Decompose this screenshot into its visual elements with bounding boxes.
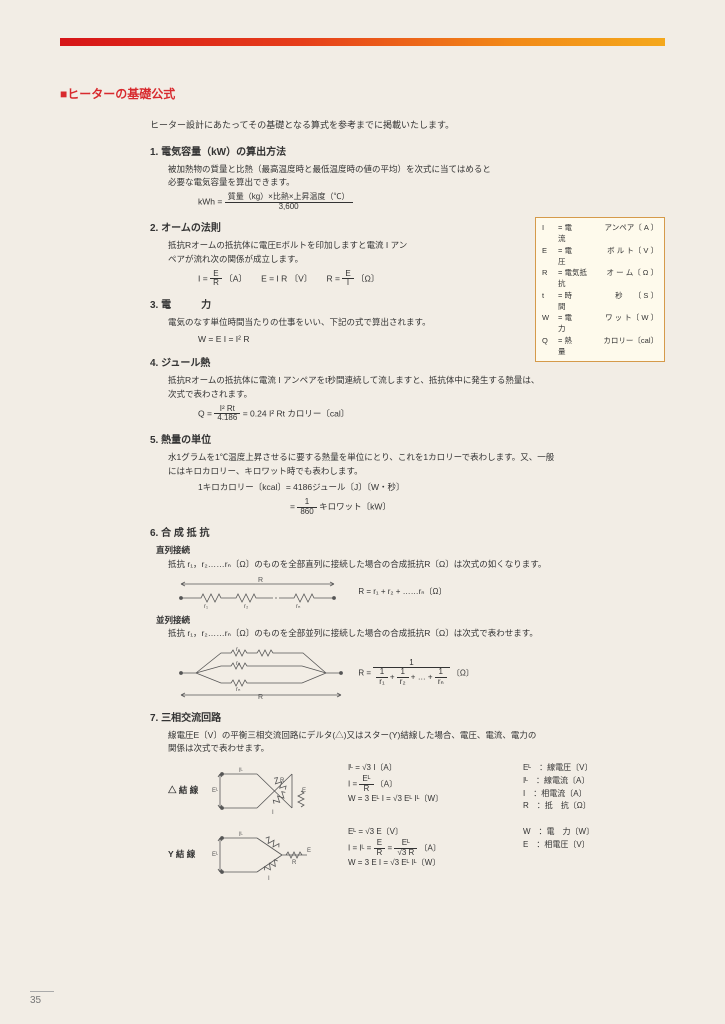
s5-body2: にはキロカロリー、キロワット時でも表わします。 bbox=[168, 465, 665, 479]
legend-row: t= 時 間秒 〔 S 〕 bbox=[542, 290, 658, 313]
yf2a: I = Iᴸ = bbox=[348, 843, 371, 852]
legend-row: R= 電気抵抗オ ー ム〔 Ω 〕 bbox=[542, 267, 658, 290]
s5-body1: 水1グラムを1℃温度上昇させるに要する熱量を単位にとり、これを1カロリーで表わし… bbox=[168, 451, 665, 465]
leg-E: E ：相電圧〔V〕 bbox=[523, 839, 665, 852]
s6-sub2: 並列接続 bbox=[156, 614, 665, 628]
svg-text:Iᴸ: Iᴸ bbox=[239, 767, 243, 774]
section-5-head: 5. 熱量の単位 bbox=[150, 433, 665, 449]
s2-f2: E = I R 〔V〕 bbox=[261, 273, 312, 283]
s7-body1: 線電圧E〔V〕の平衡三相交流回路にデルタ(△)又はスター(Y)結線した場合、電圧… bbox=[168, 729, 665, 743]
parallel-circuit-diagram: R r₁ r₂ rₙ bbox=[176, 645, 346, 701]
svg-text:r₁: r₁ bbox=[204, 604, 208, 610]
s4-fb: = 0.24 I² Rt カロリー〔cal〕 bbox=[243, 408, 350, 418]
s2-f3a: R = bbox=[326, 273, 339, 283]
s2-f1a: I = bbox=[198, 273, 208, 283]
section-6-head: 6. 合 成 抵 抗 bbox=[150, 526, 665, 542]
section-4: 4. ジュール熱 抵抗Rオームの抵抗体に電流 I アンペアをt秒間連続して流しま… bbox=[150, 356, 665, 423]
s5-f2b: キロワット〔kW〕 bbox=[319, 501, 391, 511]
s6d1d: r₁ bbox=[376, 678, 387, 687]
svg-text:Eᴸ: Eᴸ bbox=[212, 851, 218, 858]
legend-row: Q= 熱 量カロリー〔cal〕 bbox=[542, 335, 658, 358]
s5-f2a: = bbox=[290, 501, 295, 511]
delta-f3: W = 3 Eᴸ I = √3 Eᴸ Iᴸ〔W〕 bbox=[348, 793, 523, 806]
svg-text:rₙ: rₙ bbox=[296, 604, 301, 610]
symbol-legend-box: I= 電 流アンペア〔 A 〕E= 電 圧ボ ル ト〔 V 〕R= 電気抵抗オ … bbox=[535, 217, 665, 362]
legend-row: E= 電 圧ボ ル ト〔 V 〕 bbox=[542, 245, 658, 268]
delta-circuit-diagram: Iᴸ Eᴸ E R I bbox=[212, 762, 337, 820]
df2a: I = bbox=[348, 779, 357, 788]
intro-text: ヒーター設計にあたってその基礎となる算式を参考までに掲載いたします。 bbox=[150, 118, 665, 132]
page-content: ■ヒーターの基礎公式 ヒーター設計にあたってその基礎となる算式を参考までに掲載い… bbox=[60, 85, 665, 984]
s1-body2: 必要な電気容量を算出できます。 bbox=[168, 176, 665, 190]
section-1: 1. 電気容量（kW）の算出方法 被加熱物の質量と比熱（最高温度時と最低温度時の… bbox=[150, 145, 665, 212]
page-number: 35 bbox=[30, 991, 54, 1006]
leg-IL: Iᴸ ：線電流〔A〕 bbox=[523, 775, 665, 788]
s4-fd: 4.186 bbox=[214, 414, 240, 423]
yf2d2: √3 R bbox=[394, 849, 417, 858]
leg-R: R ：抵 抗〔Ω〕 bbox=[523, 800, 665, 813]
page-title: ■ヒーターの基礎公式 bbox=[60, 85, 665, 104]
svg-text:r₂: r₂ bbox=[236, 661, 241, 667]
yf2b: 〔A〕 bbox=[420, 843, 441, 852]
series-circuit-diagram: R r₁ r₂ rₙ bbox=[176, 576, 346, 610]
s1-body1: 被加熱物の質量と比熱（最高温度時と最低温度時の値の平均）を次式に当てはめると bbox=[168, 163, 665, 177]
s5-f2d: 860 bbox=[297, 508, 316, 517]
svg-text:r₁: r₁ bbox=[236, 647, 240, 653]
df2d: R bbox=[359, 785, 373, 794]
s6-sub1-body: 抵抗 r₁，r₂……rₙ〔Ω〕のものを全部直列に接続した場合の合成抵抗R〔Ω〕は… bbox=[168, 558, 665, 572]
s6-sub2-body: 抵抗 r₁，r₂……rₙ〔Ω〕のものを全部並列に接続した場合の合成抵抗R〔Ω〕は… bbox=[168, 627, 665, 641]
svg-text:R: R bbox=[258, 694, 263, 701]
section-7-head: 7. 三相交流回路 bbox=[150, 711, 665, 727]
s2-f1b: 〔A〕 bbox=[224, 273, 247, 283]
s6d2d: r₂ bbox=[397, 678, 409, 687]
svg-text:R: R bbox=[258, 577, 263, 584]
legend-row: W= 電 力ワ ッ ト〔 W 〕 bbox=[542, 312, 658, 335]
section-6: 6. 合 成 抵 抗 直列接続 抵抗 r₁，r₂……rₙ〔Ω〕のものを全部直列に… bbox=[150, 526, 665, 700]
legend-row: I= 電 流アンペア〔 A 〕 bbox=[542, 222, 658, 245]
delta-f1: Iᴸ = √3 I〔A〕 bbox=[348, 762, 523, 775]
svg-text:I: I bbox=[268, 876, 270, 882]
svg-text:r₂: r₂ bbox=[244, 604, 249, 610]
leg-W: W ：電 力〔W〕 bbox=[523, 826, 665, 839]
y-f1: Eᴸ = √3 E〔V〕 bbox=[348, 826, 523, 839]
s1-den: 3,600 bbox=[225, 203, 353, 212]
delta-label: △ 結 線 bbox=[168, 784, 212, 798]
section-5: 5. 熱量の単位 水1グラムを1℃温度上昇させるに要する熱量を単位にとり、これを… bbox=[150, 433, 665, 516]
s4-body1: 抵抗Rオームの抵抗体に電流 I アンペアをt秒間連続して流しますと、抵抗体中に発… bbox=[168, 374, 665, 388]
svg-text:Iᴸ: Iᴸ bbox=[239, 831, 243, 838]
leg-I: I ：相電流〔A〕 bbox=[523, 788, 665, 801]
s2-f3d: I bbox=[342, 279, 353, 288]
svg-text:I: I bbox=[272, 810, 274, 816]
s4-body2: 次式で表わされます。 bbox=[168, 388, 665, 402]
section-1-head: 1. 電気容量（kW）の算出方法 bbox=[150, 145, 665, 161]
s1-kwh: kWh = bbox=[198, 196, 222, 206]
s6-sub1: 直列接続 bbox=[156, 544, 665, 558]
s7-body2: 関係は次式で表わせます。 bbox=[168, 742, 665, 756]
s6-sub1-f: R = r₁ + r₂ + ……rₙ〔Ω〕 bbox=[358, 586, 446, 599]
section-7: 7. 三相交流回路 線電圧E〔V〕の平衡三相交流回路にデルタ(△)又はスター(Y… bbox=[150, 711, 665, 884]
yf2eq: = bbox=[388, 843, 393, 852]
s6-s2fa: R = bbox=[358, 668, 371, 677]
df2b: 〔A〕 bbox=[376, 779, 397, 788]
s2-f3b: 〔Ω〕 bbox=[356, 273, 379, 283]
s6-s2fb: 〔Ω〕 bbox=[452, 668, 474, 677]
svg-text:rₙ: rₙ bbox=[236, 687, 241, 693]
s5-f1: 1キロカロリー〔kcal〕= 4186ジュール〔J〕〔W・秒〕 bbox=[198, 481, 665, 495]
y-circuit-diagram: Iᴸ Eᴸ E R I bbox=[212, 826, 337, 884]
s6plus: + … + bbox=[411, 673, 433, 682]
s2-f1d: R bbox=[210, 279, 222, 288]
header-gradient-bar bbox=[60, 38, 665, 46]
s6d3d: rₙ bbox=[435, 678, 447, 687]
svg-text:E: E bbox=[307, 848, 311, 854]
svg-text:Eᴸ: Eᴸ bbox=[212, 787, 218, 794]
y-f3: W = 3 E I = √3 Eᴸ Iᴸ〔W〕 bbox=[348, 857, 523, 870]
y-label: Y 結 線 bbox=[168, 848, 212, 862]
yf2d1: R bbox=[374, 849, 386, 858]
svg-text:E: E bbox=[302, 788, 306, 794]
svg-text:R: R bbox=[292, 860, 297, 866]
leg-EL: Eᴸ ：線電圧〔V〕 bbox=[523, 762, 665, 775]
s4-fa: Q = bbox=[198, 408, 212, 418]
svg-text:R: R bbox=[280, 778, 285, 784]
